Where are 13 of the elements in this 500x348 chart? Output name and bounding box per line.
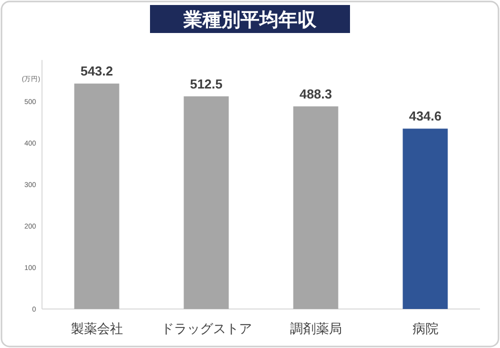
bar: [402, 128, 448, 309]
data-label: 512.5: [190, 76, 223, 92]
x-tick-label: 製薬会社: [70, 321, 123, 336]
data-label: 434.6: [408, 108, 442, 124]
x-tick-label: 調剤薬局: [290, 321, 342, 336]
data-label: 488.3: [299, 86, 332, 102]
x-tick-label: ドラッグストア: [160, 321, 252, 336]
bar: [293, 106, 338, 309]
data-label: 543.2: [80, 64, 114, 79]
x-tick-label: 病院: [412, 321, 438, 336]
bar: [74, 84, 120, 309]
chart-title: 業種別平均年収: [182, 9, 318, 31]
bar: [184, 96, 229, 309]
